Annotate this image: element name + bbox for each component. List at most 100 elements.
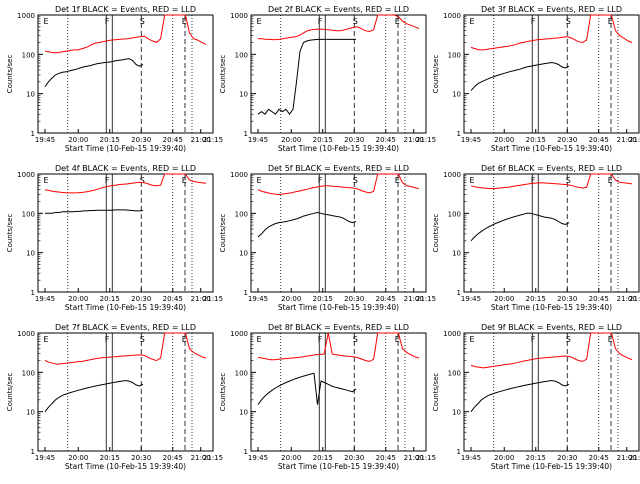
x-tick-label: 21:00: [191, 454, 211, 462]
y-tick-label: 10: [452, 250, 461, 258]
y-tick-label: 1: [457, 448, 461, 456]
x-tick-label: 20:45: [376, 454, 396, 462]
interval-letter: E: [257, 335, 262, 344]
y-tick-label: 1000: [17, 330, 35, 338]
x-tick-label: 20:45: [589, 295, 609, 303]
x-tick-label: 19:45: [35, 136, 55, 144]
interval-letter: E: [182, 335, 187, 344]
x-tick-label: 19:45: [461, 136, 481, 144]
interval-letter: E: [44, 176, 49, 185]
y-tick-label: 1000: [17, 171, 35, 179]
x-tick-label: 21:00: [191, 136, 211, 144]
y-tick-label: 1000: [230, 330, 248, 338]
x-tick-label: 21:00: [404, 295, 424, 303]
plot-frame: [37, 173, 214, 293]
lld-series-line: [257, 173, 420, 196]
lld-series-line: [44, 173, 207, 194]
y-tick-label: 1000: [230, 171, 248, 179]
y-tick-label: 1: [244, 448, 248, 456]
x-tick-label: 20:00: [281, 454, 301, 462]
interval-letter: E: [470, 17, 475, 26]
y-tick-label: 1000: [443, 330, 461, 338]
interval-letter: F: [318, 335, 323, 344]
chart-title: Det 9f BLACK = Events, RED = LLD: [481, 323, 622, 332]
x-axis-label: Start Time (10-Feb-15 19:39:40): [65, 144, 186, 153]
x-tick-label: 20:30: [557, 295, 577, 303]
interval-letter: S: [353, 17, 358, 26]
lld-series-line: [44, 14, 207, 54]
flare-interval-box: [105, 14, 113, 134]
x-tick-label: 19:45: [35, 295, 55, 303]
x-tick-label: 20:45: [589, 454, 609, 462]
x-tick-label: 20:45: [163, 454, 183, 462]
detector-chart: Det 4f BLACK = Events, RED = LLD 1 10 100 10…: [6, 164, 223, 312]
x-tick-label: 21:00: [617, 295, 637, 303]
interval-letter: S: [566, 176, 571, 185]
events-series-line: [44, 58, 144, 87]
lld-series-line: [257, 332, 420, 362]
chart-title: Det 4f BLACK = Events, RED = LLD: [55, 164, 196, 173]
y-axis-label: Counts/sec: [6, 55, 14, 94]
chart-title: Det 2f BLACK = Events, RED = LLD: [268, 5, 409, 14]
detector-chart: Det 3f BLACK = Events, RED = LLD 1 10 100 10…: [432, 5, 640, 153]
y-tick-label: 100: [22, 369, 35, 377]
x-axis-label: Start Time (10-Feb-15 19:39:40): [65, 462, 186, 471]
x-tick-label: 20:15: [100, 454, 120, 462]
x-tick-label: 20:00: [68, 454, 88, 462]
y-tick-label: 10: [239, 91, 248, 99]
interval-letter: E: [395, 335, 400, 344]
y-tick-label: 1000: [17, 12, 35, 20]
interval-letter: S: [566, 335, 571, 344]
x-tick-label: 21:00: [617, 454, 637, 462]
x-axis-label: Start Time (10-Feb-15 19:39:40): [491, 303, 612, 312]
x-axis-label: Start Time (10-Feb-15 19:39:40): [278, 462, 399, 471]
x-tick-label: 20:45: [163, 136, 183, 144]
lld-series-line: [44, 332, 207, 365]
interval-letter: F: [531, 335, 536, 344]
y-tick-label: 100: [235, 51, 248, 59]
x-tick-label: 20:00: [281, 136, 301, 144]
y-axis-label: Counts/sec: [432, 55, 440, 94]
x-tick-label: 21:00: [404, 454, 424, 462]
y-tick-label: 1: [244, 130, 248, 138]
detector-chart: Det 8f BLACK = Events, RED = LLD 1 10 100 10…: [219, 323, 436, 471]
chart-title: Det 7f BLACK = Events, RED = LLD: [55, 323, 196, 332]
x-tick-label: 20:30: [557, 454, 577, 462]
x-tick-label: 20:30: [131, 454, 151, 462]
x-tick-label: 20:45: [589, 136, 609, 144]
chart-title: Det 8f BLACK = Events, RED = LLD: [268, 323, 409, 332]
x-tick-label: 19:45: [248, 136, 268, 144]
detector-chart: Det 5f BLACK = Events, RED = LLD 1 10 100 10…: [219, 164, 436, 312]
plot-frame: [37, 14, 214, 134]
x-tick-label: 20:15: [313, 454, 333, 462]
lld-series-line: [470, 173, 633, 190]
x-tick-label: 19:45: [461, 454, 481, 462]
interval-letter: E: [608, 176, 613, 185]
y-tick-label: 100: [448, 210, 461, 218]
y-tick-label: 100: [448, 369, 461, 377]
x-tick-label: 19:45: [248, 454, 268, 462]
interval-letter: S: [353, 335, 358, 344]
y-axis-label: Counts/sec: [432, 214, 440, 253]
events-series-line: [257, 211, 357, 238]
interval-letter: F: [105, 17, 110, 26]
y-tick-label: 1000: [443, 12, 461, 20]
x-tick-label: 20:30: [557, 136, 577, 144]
events-series-line: [470, 61, 570, 91]
flare-interval-box: [105, 173, 113, 293]
x-tick-label: 19:45: [461, 295, 481, 303]
x-tick-label: 20:00: [68, 136, 88, 144]
flare-interval-box: [531, 173, 539, 293]
plot-frame: [250, 332, 427, 452]
x-tick-label: 21:15: [416, 295, 436, 303]
y-tick-label: 1000: [443, 171, 461, 179]
x-tick-label: 21:00: [191, 295, 211, 303]
flare-interval-box: [531, 332, 539, 452]
interval-letter: S: [140, 17, 145, 26]
interval-letter: S: [566, 17, 571, 26]
events-series-line: [45, 209, 144, 214]
plot-frame: [250, 14, 427, 134]
y-tick-label: 1000: [230, 12, 248, 20]
